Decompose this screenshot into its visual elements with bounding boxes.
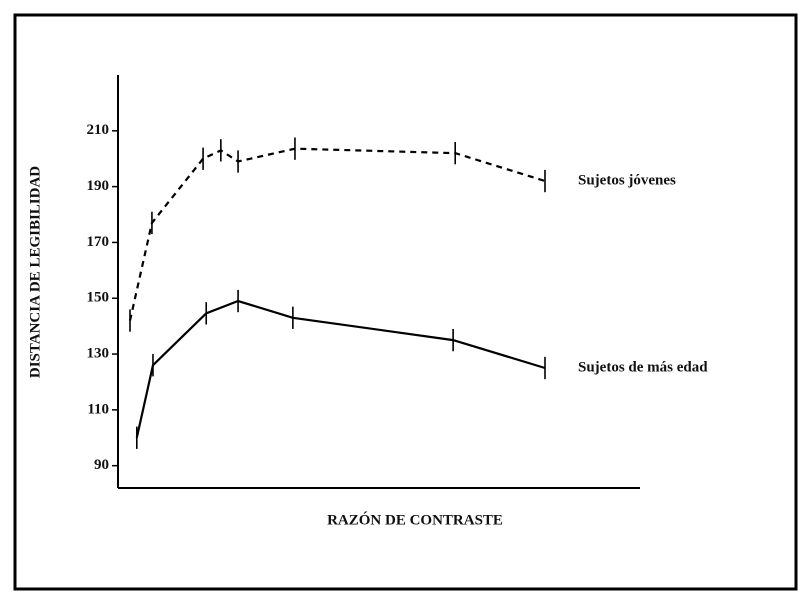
y-tick-label: 90 <box>94 457 109 473</box>
y-tick-label: 210 <box>87 122 110 138</box>
y-axis-label: DISTANCIA DE LEGIBILIDAD <box>27 166 43 378</box>
y-tick-label: 170 <box>87 234 110 250</box>
series-label: Sujetos jóvenes <box>578 172 676 188</box>
series-label: Sujetos de más edad <box>578 359 708 375</box>
y-tick-label: 150 <box>87 290 110 306</box>
x-axis-label: RAZÓN DE CONTRASTE <box>327 511 503 528</box>
y-tick-label: 190 <box>87 178 110 194</box>
frame <box>13 13 798 591</box>
series-line <box>135 299 546 439</box>
series-line <box>128 147 546 321</box>
y-tick-label: 130 <box>87 345 110 361</box>
y-tick-label: 110 <box>87 401 109 417</box>
